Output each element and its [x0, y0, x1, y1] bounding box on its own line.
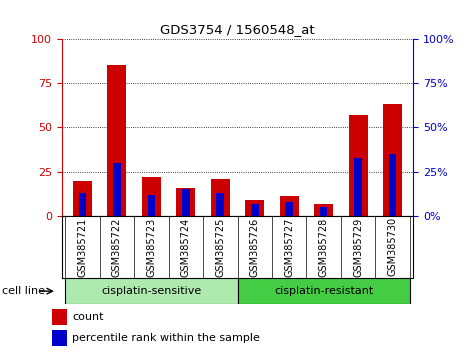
Bar: [285, 202, 293, 216]
Bar: [73, 181, 92, 216]
Bar: [107, 65, 126, 216]
Bar: [211, 179, 230, 216]
Text: GSM385726: GSM385726: [250, 217, 260, 276]
Bar: [65, 278, 238, 304]
Bar: [245, 200, 264, 216]
Text: cell line: cell line: [2, 286, 46, 296]
Text: GSM385728: GSM385728: [319, 217, 329, 276]
Bar: [52, 330, 66, 346]
Text: GSM385724: GSM385724: [181, 217, 191, 276]
Bar: [389, 154, 396, 216]
Text: GSM385725: GSM385725: [215, 217, 225, 276]
Bar: [280, 196, 299, 216]
Bar: [349, 115, 368, 216]
Bar: [79, 193, 86, 216]
Text: GSM385729: GSM385729: [353, 217, 363, 276]
Bar: [142, 177, 161, 216]
Text: percentile rank within the sample: percentile rank within the sample: [72, 333, 260, 343]
Text: cisplatin-sensitive: cisplatin-sensitive: [101, 286, 201, 296]
Title: GDS3754 / 1560548_at: GDS3754 / 1560548_at: [160, 23, 315, 36]
Text: GSM385723: GSM385723: [146, 217, 156, 276]
Text: cisplatin-resistant: cisplatin-resistant: [274, 286, 373, 296]
Bar: [251, 204, 258, 216]
Bar: [113, 163, 121, 216]
Bar: [182, 189, 190, 216]
Bar: [354, 158, 362, 216]
Bar: [176, 188, 195, 216]
Bar: [148, 195, 155, 216]
Text: GSM385727: GSM385727: [284, 217, 294, 276]
Text: GSM385721: GSM385721: [77, 217, 87, 276]
Text: GSM385722: GSM385722: [112, 217, 122, 276]
Bar: [314, 204, 333, 216]
Bar: [52, 309, 66, 325]
Bar: [383, 104, 402, 216]
Bar: [217, 193, 224, 216]
Text: GSM385730: GSM385730: [388, 217, 398, 276]
Bar: [320, 207, 327, 216]
Text: count: count: [72, 312, 104, 322]
Bar: [238, 278, 410, 304]
